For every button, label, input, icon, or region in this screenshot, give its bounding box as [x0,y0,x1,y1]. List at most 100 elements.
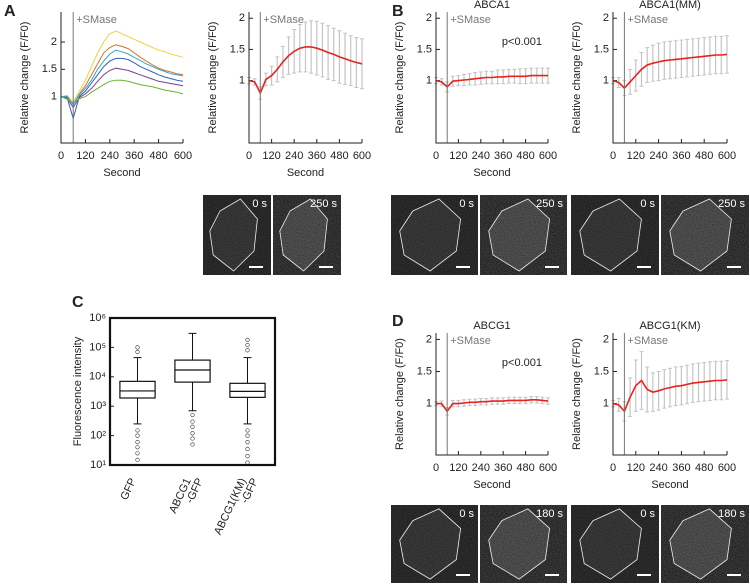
y-axis-label: Relative change (F/F0) [571,22,583,134]
data-line [436,399,549,413]
x-tick-label: 0 [610,462,616,474]
image-noise [480,505,567,583]
cell-outline [399,198,462,272]
y-tick-label: 10¹ [90,459,106,471]
x-tick-label: 600 [539,462,557,474]
x-tick-label: GFP [118,476,138,502]
outlier [245,454,250,459]
data-line [60,67,184,109]
x-tick-label: 480 [149,150,167,162]
x-tick-label: 360 [672,150,690,162]
image-noise [661,195,749,275]
micrograph: 0 s [203,195,271,275]
p-value: p<0.001 [502,36,542,48]
x-axis-label: Second [287,167,324,179]
outlier [135,345,140,350]
y-tick-label: 1.5 [230,43,245,55]
y-tick-label: 10⁴ [89,371,106,383]
outlier [135,433,140,438]
axes [435,333,548,456]
x-tick-label: ABCG1(KM) [212,476,249,536]
image-noise [661,505,749,583]
x-tick-label: 240 [649,462,667,474]
y-tick-label: 10² [90,430,106,442]
outlier [135,440,140,445]
chart-title: ABCA1(MM) [639,0,701,11]
box [174,359,211,383]
x-tick-label: 600 [174,150,192,162]
x-tick-label: 120 [76,150,94,162]
x-tick-label: 240 [285,150,303,162]
data-line [612,379,728,413]
cell-outline [488,508,551,580]
outlier [135,451,140,456]
x-tick-label: 0 [433,462,439,474]
panel-letter: B [392,3,404,20]
y-tick-label: 1 [603,75,609,87]
cell-outline [279,198,328,272]
outlier [190,436,195,441]
cell-outline [579,198,642,272]
y-tick-label: 1.5 [42,63,57,75]
image-noise [391,505,478,583]
outlier [245,446,250,452]
micrograph: 180 s [480,505,567,583]
image-noise [203,195,271,275]
x-tick-label: 480 [516,462,534,474]
x-tick-label: 120 [449,150,467,162]
treatment-label: +SMase [450,335,491,347]
x-tick-label: 0 [246,150,252,162]
panel-letter: D [392,313,404,330]
time-label: 250 s [536,198,563,210]
axes [612,12,727,144]
outlier [190,419,195,424]
outlier [190,412,195,418]
x-tick-label: 240 [472,462,490,474]
image-noise [571,195,659,275]
y-tick-label: 1 [51,91,57,103]
micrograph: 0 s [391,195,478,275]
x-tick-label: 600 [718,462,736,474]
x-tick-label: 120 [449,462,467,474]
treatment-label: +SMase [627,14,668,26]
cell-outline [488,198,551,272]
x-tick-label: 480 [516,150,534,162]
outlier [135,349,140,355]
panel-letter: A [4,3,16,20]
micrograph: 0 s [571,505,659,583]
y-axis-label: Relative change (F/F0) [394,338,406,450]
chart-title: ABCG1(KM) [639,320,700,332]
y-axis-label: Relative change (F/F0) [394,22,406,134]
outlier [245,428,250,433]
outlier [245,440,250,445]
x-axis-label: Second [651,479,688,491]
y-tick-label: 10⁶ [89,312,106,324]
y-axis-label: Fluorescence intensity [72,336,84,446]
y-tick-label: 2 [603,12,609,24]
time-label: 0 s [252,198,267,210]
x-tick-label: 0 [58,150,64,162]
data-line [61,44,184,106]
time-label: 250 s [718,198,745,210]
data-line [60,57,184,121]
data-line [60,79,184,104]
cell-outline [669,508,732,580]
x-axis-label: Second [473,479,510,491]
data-line [248,46,363,96]
time-label: 0 s [459,198,474,210]
y-tick-label: 1.5 [417,365,432,377]
panel-letter: C [72,294,84,311]
data-line [60,49,184,106]
x-axis-label: Second [473,167,510,179]
micrograph: 180 s [661,505,749,583]
data-line [435,74,548,89]
y-tick-label: 2 [426,12,432,24]
y-tick-label: 1 [426,398,432,410]
x-tick-label: 480 [695,462,713,474]
y-tick-label: 1.5 [594,43,609,55]
p-value: p<0.001 [502,357,542,369]
time-label: 0 s [640,198,655,210]
time-label: 250 s [310,198,337,210]
outlier [245,348,250,353]
